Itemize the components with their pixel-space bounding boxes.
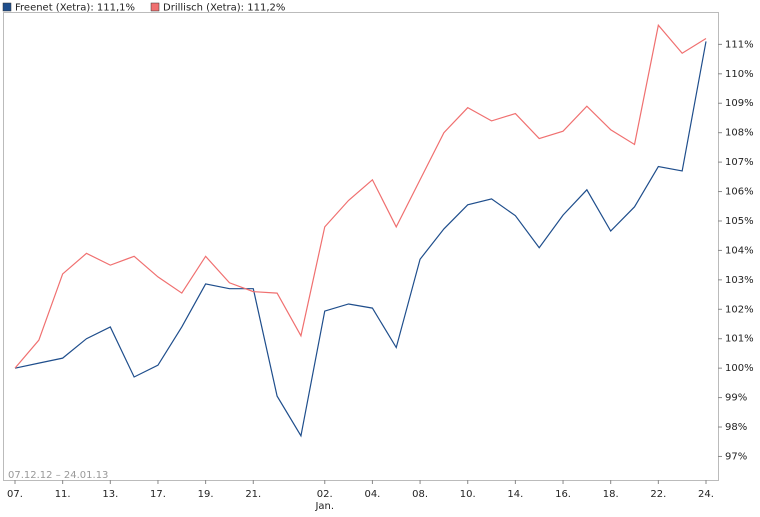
y-tick-label: 111% [725, 39, 754, 50]
series-line [14, 23, 707, 369]
y-tick-label: 97% [725, 451, 747, 462]
x-tick-label: 13. [102, 489, 118, 500]
y-tick-label: 104% [725, 245, 754, 256]
x-tick-label: 24. [698, 489, 714, 500]
x-tick-label: 04. [364, 489, 380, 500]
x-tick-label: 08. [412, 489, 428, 500]
legend-swatch [2, 2, 12, 12]
y-tick-label: 109% [725, 98, 754, 109]
x-tick-label: 22. [650, 489, 666, 500]
y-tick-label: 110% [725, 69, 754, 80]
y-tick-label: 98% [725, 422, 747, 433]
y-tick-label: 99% [725, 393, 747, 404]
legend-label: Freenet (Xetra): 111,1% [15, 3, 135, 14]
y-tick-label: 107% [725, 157, 754, 168]
series-line [14, 41, 707, 438]
plot-frame [3, 12, 719, 481]
x-tick-label: 10. [460, 489, 476, 500]
y-tick-label: 106% [725, 187, 754, 198]
legend-swatch [150, 2, 160, 12]
x-tick-label: 18. [603, 489, 619, 500]
x-tick-label: 17. [150, 489, 166, 500]
date-range: 07.12.12 – 24.01.13 [8, 470, 108, 481]
y-tick-label: 103% [725, 275, 754, 286]
x-tick-label: 11. [55, 489, 71, 500]
x-tick-label: 16. [555, 489, 571, 500]
x-tick-label: 21. [245, 489, 261, 500]
x-tick-label: 14. [507, 489, 523, 500]
x-tick-label: 02. [317, 489, 333, 500]
y-tick-label: 102% [725, 304, 754, 315]
y-tick-label: 105% [725, 216, 754, 227]
y-tick-label: 100% [725, 363, 754, 374]
x-tick-label: 19. [198, 489, 214, 500]
y-tick-label: 108% [725, 128, 754, 139]
x-tick-label: 07. [7, 489, 23, 500]
x-sub-label: Jan. [314, 501, 334, 512]
y-tick-label: 101% [725, 334, 754, 345]
legend-label: Drillisch (Xetra): 111,2% [163, 3, 285, 14]
